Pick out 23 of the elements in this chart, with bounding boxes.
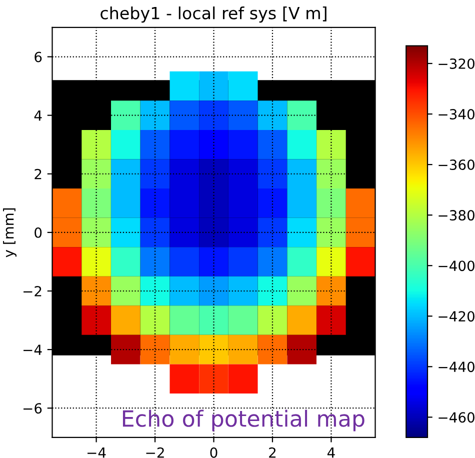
y-tick-label: 6: [34, 52, 42, 62]
color-bar-label: −440: [438, 362, 474, 372]
color-bar-label: −360: [438, 160, 474, 170]
color-bar-label: −460: [438, 412, 474, 423]
color-bar-label: −320: [438, 58, 474, 69]
color-bar-label: −420: [438, 311, 474, 322]
color-bar-label: −380: [438, 210, 474, 221]
y-tick-label: −2: [24, 286, 42, 296]
y-tick-label: 2: [34, 168, 42, 180]
x-tick-label: 0: [210, 447, 218, 458]
y-tick-label: −4: [24, 344, 42, 355]
color-bar-label: −400: [438, 260, 474, 272]
y-tick-label: 0: [34, 227, 42, 238]
x-tick-label: 4: [327, 448, 335, 458]
x-tick-label: −4: [88, 448, 106, 458]
x-tick-label: −2: [146, 447, 164, 458]
y-axis-title: y [mm]: [3, 208, 16, 258]
y-tick-label: −6: [24, 403, 42, 414]
annotation: Echo of potential map: [122, 410, 364, 432]
x-tick-label: 2: [269, 447, 276, 458]
y-tick-label: 4: [34, 110, 42, 121]
chart-title: cheby1 - local ref sys [V m]: [100, 6, 326, 23]
color-bar-label: −340: [438, 108, 474, 120]
